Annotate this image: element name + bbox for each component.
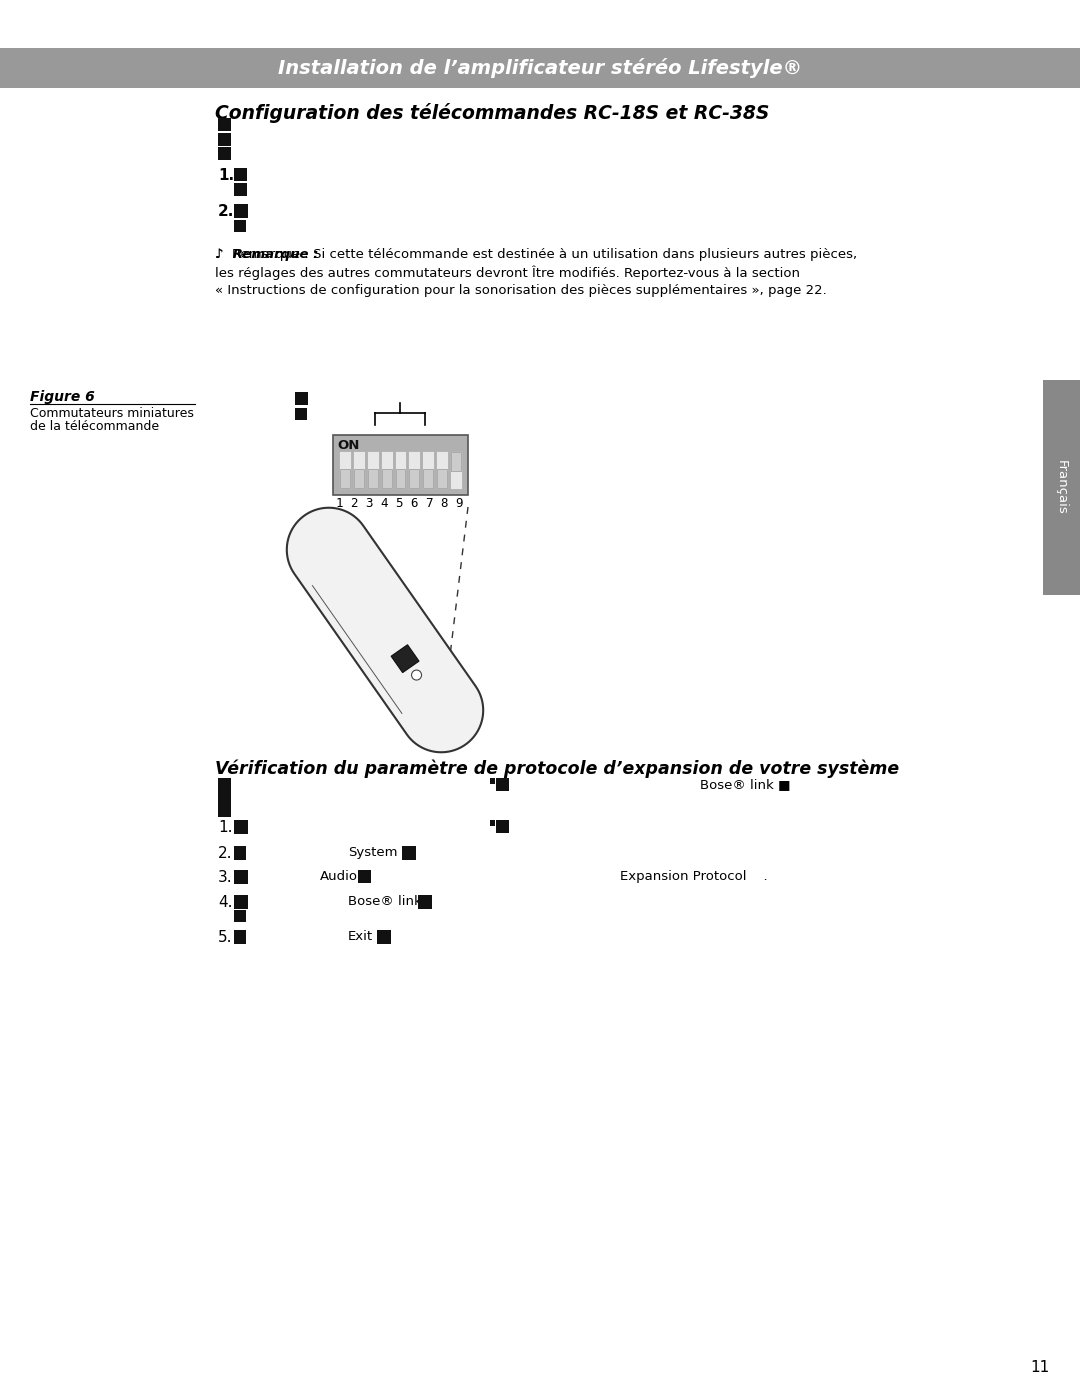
Bar [295, 408, 307, 420]
Bar [234, 909, 246, 922]
Text: System: System [348, 847, 397, 859]
Bar [1043, 380, 1080, 595]
Text: Vérification du paramètre de protocole d’expansion de votre système: Vérification du paramètre de protocole d… [215, 760, 900, 778]
Bar [377, 930, 391, 944]
Bar [218, 778, 231, 791]
Text: Installation de l’amplificateur stéréo Lifestyle®: Installation de l’amplificateur stéréo L… [278, 59, 802, 78]
Bar [218, 117, 231, 131]
Bar [0, 47, 1080, 88]
Text: Configuration des télécommandes RC-18S et RC-38S: Configuration des télécommandes RC-18S e… [215, 103, 769, 123]
Bar [295, 393, 308, 405]
Bar [340, 469, 350, 488]
Text: 11: 11 [1030, 1361, 1050, 1375]
Bar [394, 451, 406, 489]
Text: Figure 6: Figure 6 [30, 390, 95, 404]
Bar [234, 870, 248, 884]
Bar [496, 820, 509, 833]
Text: Exit: Exit [348, 930, 373, 943]
Text: 4.: 4. [218, 895, 232, 909]
Bar [234, 219, 246, 232]
Bar [451, 453, 461, 471]
Text: Audio: Audio [320, 870, 357, 883]
Text: Bose® link ■: Bose® link ■ [700, 778, 791, 791]
Text: ♪  Remarque :: ♪ Remarque : [215, 249, 319, 261]
Polygon shape [391, 645, 419, 672]
Bar [218, 791, 231, 805]
Text: ON: ON [337, 439, 360, 453]
Text: 3.: 3. [218, 870, 232, 886]
Bar [409, 469, 419, 488]
Bar [353, 451, 365, 489]
Bar [450, 451, 462, 489]
Polygon shape [287, 507, 483, 752]
Text: ♪  Remarque : Si cette télécommande est destinée à un utilisation dans plusieurs: ♪ Remarque : Si cette télécommande est d… [215, 249, 858, 298]
Bar [367, 451, 379, 489]
Text: 1.: 1. [218, 168, 234, 183]
Bar [490, 820, 495, 826]
Text: 1.: 1. [218, 820, 232, 835]
Text: Expansion Protocol    .: Expansion Protocol . [620, 870, 768, 883]
Bar [490, 778, 495, 784]
Text: 2.: 2. [218, 204, 234, 219]
Bar [234, 820, 248, 834]
Bar [234, 847, 246, 861]
Bar [368, 469, 378, 488]
Bar [437, 469, 447, 488]
Bar [339, 451, 351, 489]
Bar [402, 847, 416, 861]
Bar [218, 147, 231, 161]
Text: 2.: 2. [218, 847, 232, 861]
Bar [333, 434, 468, 495]
Bar [234, 183, 247, 196]
Text: Bose® link: Bose® link [348, 895, 422, 908]
Bar [418, 895, 432, 909]
Bar [423, 469, 433, 488]
Bar [354, 469, 364, 488]
Bar [380, 451, 392, 489]
Text: 1 2 3 4 5 6 7 8 9: 1 2 3 4 5 6 7 8 9 [336, 497, 463, 510]
Bar [395, 469, 405, 488]
Bar [234, 168, 247, 182]
Bar [234, 895, 248, 909]
Text: Français: Français [1055, 460, 1068, 515]
Text: 5.: 5. [218, 930, 232, 944]
Bar [408, 451, 420, 489]
Bar [218, 805, 231, 817]
Bar [218, 133, 231, 147]
Bar [496, 778, 509, 791]
Circle shape [411, 671, 421, 680]
Bar [357, 870, 372, 883]
Text: de la télécommande: de la télécommande [30, 420, 159, 433]
Text: Commutateurs miniatures: Commutateurs miniatures [30, 407, 194, 420]
Bar [234, 204, 248, 218]
Bar [381, 469, 392, 488]
Bar [436, 451, 448, 489]
Bar [234, 930, 246, 944]
Bar [422, 451, 434, 489]
